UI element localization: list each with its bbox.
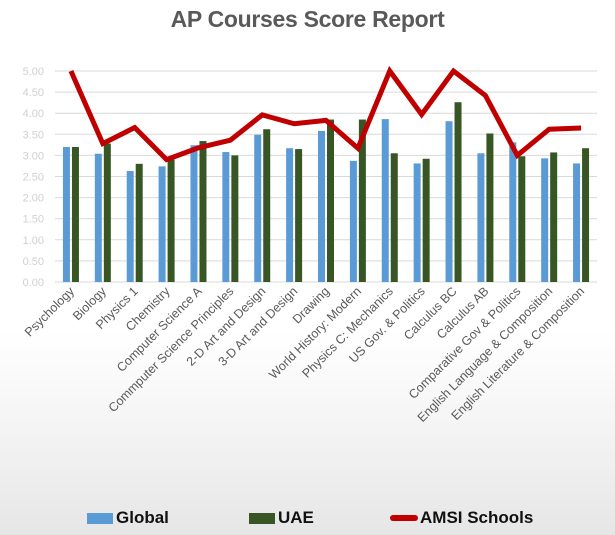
bar-global [318, 130, 325, 282]
bar-uae [231, 155, 239, 282]
bar-global [62, 146, 70, 282]
bar-global [158, 166, 166, 282]
bar-uae [550, 152, 558, 282]
y-tick-label: 2.00 [23, 193, 44, 205]
bar-uae [295, 149, 303, 282]
y-tick-label: 1.00 [23, 235, 44, 247]
bar-uae [390, 153, 398, 282]
bar-global [573, 163, 581, 282]
legend-swatch-global [87, 512, 113, 524]
y-tick-label: 5.00 [23, 66, 44, 78]
legend-item-amsi: AMSI Schools [390, 506, 533, 530]
bar-uae [454, 102, 462, 282]
bar-global [94, 153, 102, 282]
legend-swatch-amsi [390, 515, 418, 521]
legend-swatch-uae [249, 512, 275, 524]
legend-label-global: Global [116, 508, 169, 527]
y-axis-labels: 0.00 0.50 1.00 1.50 2.00 2.50 3.00 3.50 4.00 4.50… [23, 66, 44, 289]
bar-global [286, 148, 294, 282]
bar-global [349, 160, 357, 282]
bar-uae [486, 133, 494, 282]
bar-global [541, 158, 549, 282]
bar-global [254, 134, 262, 282]
bar-global [477, 153, 485, 282]
bar-series [62, 102, 590, 282]
legend: Global UAE AMSI Schools [0, 506, 615, 530]
bar-uae [167, 159, 175, 282]
plot-area: 0.00 0.50 1.00 1.50 2.00 2.50 3.00 3.50 4.00 4.50… [22, 65, 597, 425]
bar-uae [518, 156, 526, 282]
y-tick-label: 2.50 [23, 172, 44, 184]
y-tick-label: 4.00 [23, 108, 44, 120]
bar-uae [135, 163, 143, 282]
bar-global [445, 121, 453, 282]
bar-global [126, 171, 134, 282]
bar-global [413, 163, 421, 282]
chart-title: AP Courses Score Report [170, 6, 445, 32]
legend-item-global: Global [87, 506, 169, 530]
bar-uae [103, 143, 111, 282]
line-series [68, 65, 582, 163]
bar-uae [327, 119, 334, 282]
gridlines [55, 70, 597, 283]
bar-global [381, 119, 389, 282]
bar-uae [199, 141, 207, 282]
x-tick-label: Psychology [22, 284, 78, 340]
bar-uae [358, 119, 366, 282]
bar-uae [422, 158, 430, 282]
y-tick-label: 0.50 [23, 256, 44, 268]
y-tick-label: 3.50 [23, 129, 44, 141]
bar-global [509, 142, 517, 282]
bar-uae [263, 129, 271, 282]
y-tick-label: 0.00 [23, 277, 44, 289]
line-amsi-schools [68, 65, 582, 163]
bar-uae [582, 148, 590, 282]
legend-item-uae: UAE [249, 506, 314, 530]
legend-label-amsi: AMSI Schools [420, 508, 534, 527]
y-tick-label: 4.50 [23, 87, 44, 99]
y-tick-label: 3.00 [23, 150, 44, 162]
bar-global [222, 152, 230, 282]
legend-label-uae: UAE [278, 508, 314, 527]
bar-global [190, 145, 198, 282]
y-tick-label: 1.50 [23, 214, 44, 226]
bar-uae [71, 146, 79, 282]
